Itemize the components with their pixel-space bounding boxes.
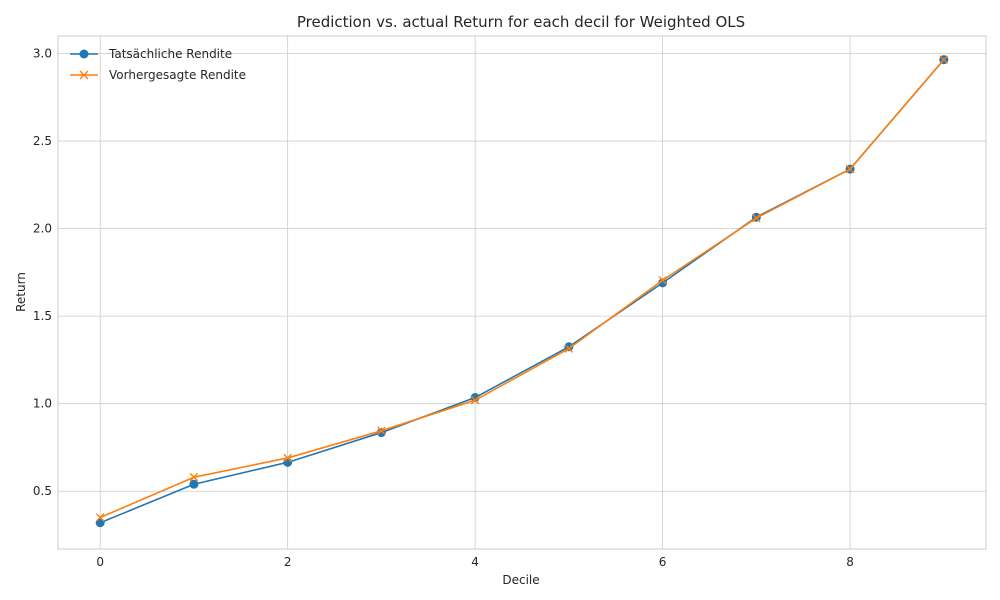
y-tick-label: 0.5 (33, 484, 52, 498)
x-tick-label: 8 (846, 555, 854, 569)
data-point (189, 479, 199, 489)
data-point (939, 55, 949, 64)
y-axis-ticks: 0.5 1.0 1.5 2.0 2.5 3.0 (33, 47, 52, 499)
legend-marker-predicted (79, 70, 89, 80)
data-point (283, 453, 292, 463)
data-point (189, 472, 199, 482)
data-point (377, 426, 386, 436)
x-axis-label: Decile (502, 573, 539, 587)
data-point (845, 164, 855, 174)
legend: Tatsächliche Rendite Vorhergesagte Rendi… (70, 47, 246, 82)
series-layer (95, 55, 949, 528)
x-tick-label: 6 (659, 555, 667, 569)
data-point (752, 213, 761, 223)
data-point (658, 278, 668, 288)
data-point (658, 275, 667, 285)
series-line (99, 59, 945, 519)
plot-frame (57, 35, 987, 550)
data-point (564, 344, 574, 353)
grid (58, 36, 986, 549)
y-tick-label: 1.5 (33, 309, 52, 323)
y-axis-label: Return (14, 272, 28, 312)
y-tick-label: 3.0 (33, 47, 52, 61)
data-point (95, 513, 105, 522)
y-tick-label: 1.0 (33, 397, 52, 411)
legend-label-predicted: Vorhergesagte Rendite (109, 68, 246, 82)
x-tick-label: 4 (471, 555, 479, 569)
y-tick-label: 2.5 (33, 134, 52, 148)
data-point (470, 395, 480, 405)
x-tick-label: 2 (284, 555, 292, 569)
chart-title: Prediction vs. actual Return for each de… (297, 13, 745, 31)
legend-marker-actual (79, 49, 89, 59)
plot-background (58, 36, 986, 549)
data-point (95, 518, 105, 528)
y-tick-label: 2.0 (33, 222, 52, 236)
x-axis-ticks: 0 2 4 6 8 (96, 555, 854, 569)
series-1 (95, 55, 949, 522)
legend-label-actual: Tatsächliche Rendite (108, 47, 232, 61)
x-tick-label: 0 (96, 555, 104, 569)
